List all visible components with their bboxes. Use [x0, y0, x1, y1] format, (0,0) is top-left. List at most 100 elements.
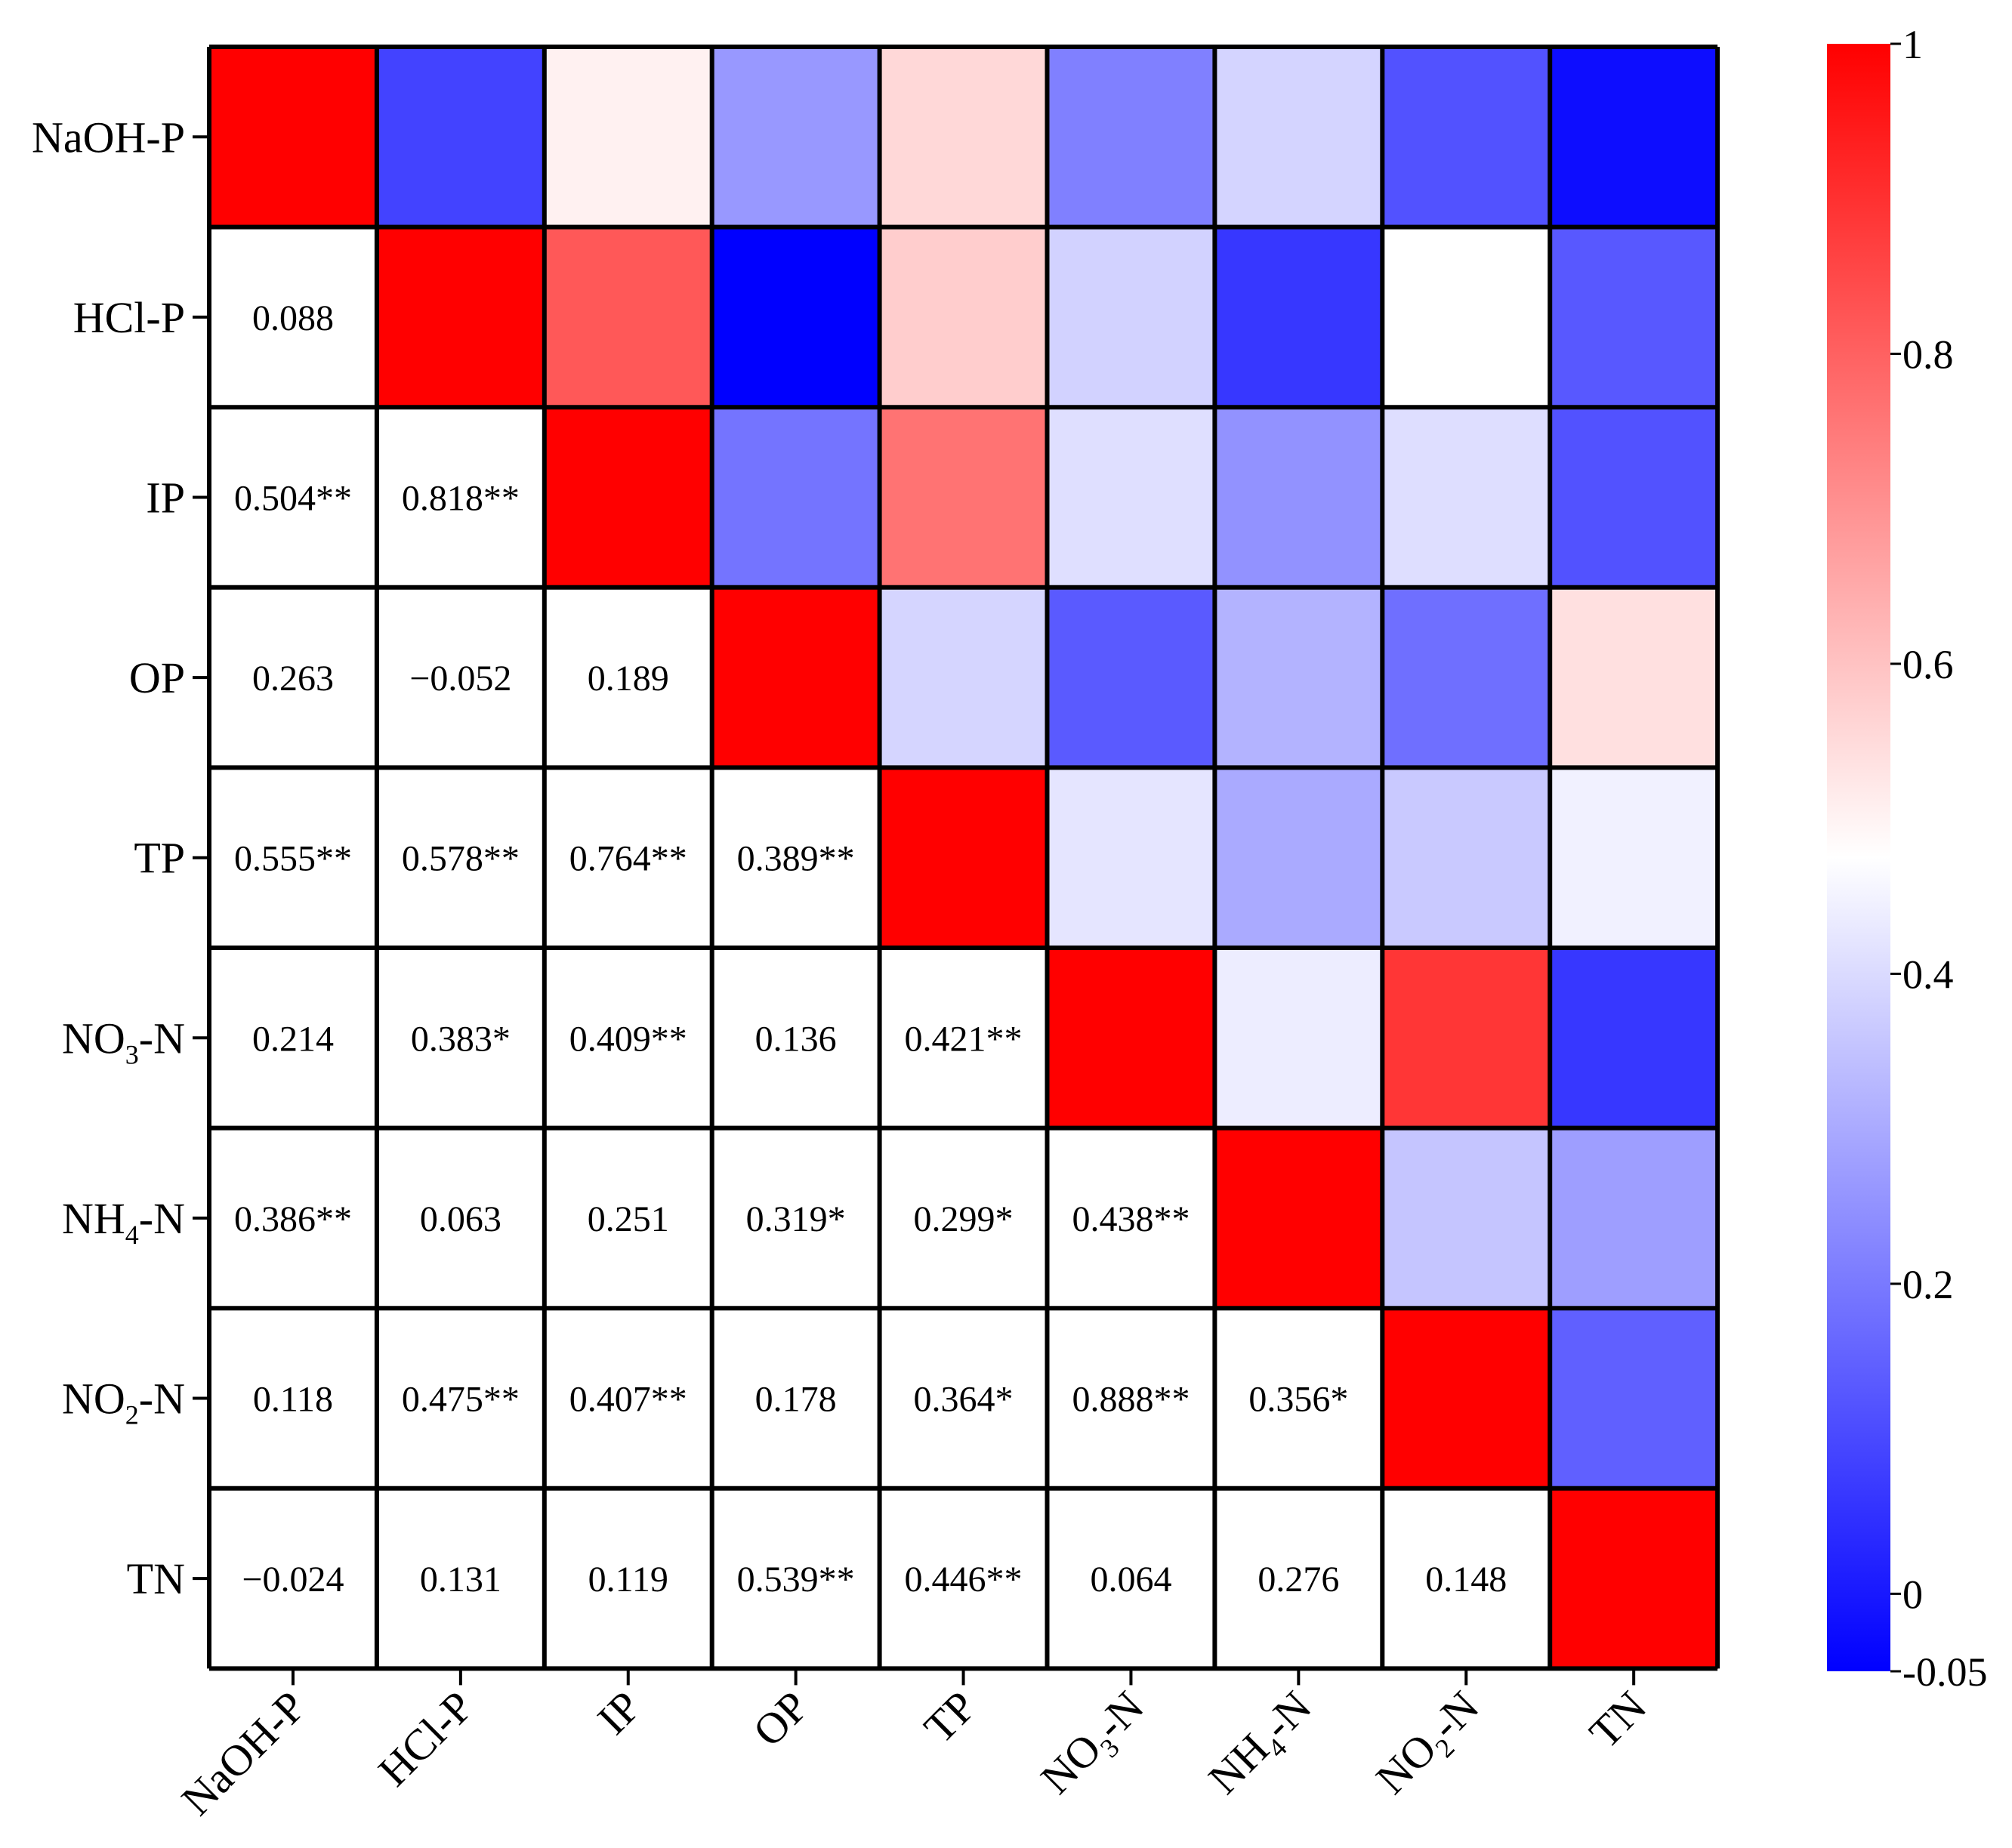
heatmap-cell-ip-op [711, 407, 881, 588]
colorbar-tick-label: 0.8 [1902, 332, 1954, 377]
axis-label-main: NO [1031, 1724, 1110, 1803]
y-axis-label-nh4-n: NH4-N [62, 1194, 185, 1250]
cell-value-label: −0.052 [409, 659, 511, 699]
heatmap-cell-no3-n-tp [879, 948, 1048, 1129]
heatmap-cell-op-naoh-p [209, 587, 378, 768]
y-axis-label-ip: IP [146, 474, 185, 523]
cell-value-label: 0.888** [1072, 1380, 1190, 1420]
axis-label-main: HCl-P [369, 1682, 483, 1796]
heatmap-cell-ip-no3-n [1047, 407, 1215, 588]
heatmap-cell-hcl-p-no2-n [1382, 227, 1551, 408]
heatmap-cell-nh4-n-tn [1550, 1128, 1718, 1309]
heatmap-cell-nh4-n-no3-n [1047, 1128, 1215, 1309]
cell-value-label: 0.421** [905, 1019, 1023, 1059]
axis-label-main: TP [134, 834, 185, 883]
heatmap-cell-no3-n-nh4-n [1214, 948, 1383, 1129]
y-axis-label-tn: TN [127, 1554, 185, 1603]
heatmap-cell-no3-n-no3-n [1047, 948, 1215, 1129]
cell-value-label: 0.299* [914, 1199, 1014, 1239]
heatmap-cell-tp-tn [1550, 767, 1718, 949]
axis-label-subscript: 3 [125, 1039, 139, 1069]
heatmap-cell-no2-n-op [711, 1308, 881, 1489]
cell-value-label: 0.446** [905, 1560, 1023, 1600]
cell-value-label: 0.063 [420, 1199, 501, 1239]
cell-value-label: 0.383* [411, 1019, 511, 1059]
x-axis: NaOH-P HCl-P IP OP TP NO3-N NH4-N NO2-N TN [172, 1668, 1656, 1825]
y-axis-label-naoh-p: NaOH-P [32, 113, 185, 162]
axis-label-suffix: -N [139, 1194, 185, 1243]
heatmap-cell-op-tn [1550, 587, 1718, 768]
x-axis-label-naoh-p: NaOH-P [172, 1682, 315, 1825]
heatmap-cell-no3-n-op [711, 948, 881, 1129]
heatmap-cell-hcl-p-nh4-n [1214, 227, 1383, 408]
heatmap-grid [207, 45, 1720, 1671]
colorbar-tick-label: -0.05 [1902, 1649, 1987, 1695]
heatmap-cell-hcl-p-naoh-p [209, 227, 378, 408]
cell-value-label: 0.578** [402, 839, 520, 879]
heatmap-cell-tn-no2-n [1382, 1488, 1551, 1669]
heatmap-cell-nh4-n-nh4-n [1214, 1128, 1383, 1309]
cell-value-label: −0.024 [242, 1560, 344, 1600]
axis-label-suffix: -N [1085, 1682, 1153, 1749]
heatmap-cell-nh4-n-tp [879, 1128, 1048, 1309]
cell-value-label: 0.475** [402, 1380, 520, 1420]
heatmap-cell-tn-nh4-n [1214, 1488, 1383, 1669]
heatmap-cell-naoh-p-hcl-p [376, 47, 545, 228]
heatmap-cells [209, 47, 1718, 1669]
heatmap-cell-op-hcl-p [376, 587, 545, 768]
heatmap-cell-tn-tp [879, 1488, 1048, 1669]
axis-label-main: OP [743, 1682, 817, 1756]
cell-value-label: 0.148 [1425, 1560, 1507, 1600]
axis-label-suffix: -N [1253, 1682, 1320, 1749]
cell-value-label: 0.407** [569, 1380, 687, 1420]
heatmap-cell-no3-n-naoh-p [209, 948, 378, 1129]
cell-labels: 0.088 0.504** 0.818** 0.263 −0.052 0.189 0.555… [234, 298, 1507, 1600]
heatmap-cell-no3-n-ip [544, 948, 713, 1129]
y-axis-label-hcl-p: HCl-P [73, 293, 185, 342]
heatmap-cell-no3-n-hcl-p [376, 948, 545, 1129]
heatmap-cell-tp-tp [879, 767, 1048, 949]
heatmap-cell-no2-n-no3-n [1047, 1308, 1215, 1489]
axis-label-main: NO [1366, 1724, 1446, 1803]
heatmap-cell-no2-n-tn [1550, 1308, 1718, 1489]
heatmap-cell-ip-hcl-p [376, 407, 545, 588]
heatmap-cell-no2-n-tp [879, 1308, 1048, 1489]
axis-label-main: IP [588, 1682, 650, 1744]
heatmap-cell-hcl-p-tp [879, 227, 1048, 408]
heatmap-cell-naoh-p-no3-n [1047, 47, 1215, 228]
heatmap-cell-hcl-p-tn [1550, 227, 1718, 408]
heatmap-cell-op-no3-n [1047, 587, 1215, 768]
heatmap-cell-no2-n-hcl-p [376, 1308, 545, 1489]
cell-value-label: 0.276 [1258, 1560, 1339, 1600]
cell-value-label: 0.386** [234, 1199, 352, 1239]
axis-label-main: TN [1580, 1682, 1656, 1758]
heatmap-cell-hcl-p-hcl-p [376, 227, 545, 408]
cell-value-label: 0.764** [569, 839, 687, 879]
heatmap-cell-tp-ip [544, 767, 713, 949]
heatmap-cell-op-no2-n [1382, 587, 1551, 768]
heatmap-cell-hcl-p-op [711, 227, 881, 408]
axis-label-main: NO [62, 1374, 125, 1424]
axis-label-main: TP [915, 1682, 986, 1753]
cell-value-label: 0.438** [1072, 1199, 1190, 1239]
heatmap-cell-tp-op [711, 767, 881, 949]
x-axis-label-no2-n: NO2-N [1366, 1682, 1493, 1809]
axis-label-main: HCl-P [73, 293, 185, 342]
axis-label-main: TN [127, 1554, 185, 1603]
axis-label-main: OP [129, 653, 185, 702]
cell-value-label: 0.504** [234, 479, 352, 519]
heatmap-cell-ip-tp [879, 407, 1048, 588]
cell-value-label: 0.131 [420, 1560, 501, 1600]
x-axis-label-hcl-p: HCl-P [369, 1682, 483, 1796]
heatmap-cell-naoh-p-no2-n [1382, 47, 1551, 228]
colorbar-tick-label: 0 [1902, 1572, 1923, 1617]
cell-value-label: 0.088 [252, 298, 334, 338]
heatmap-cell-naoh-p-nh4-n [1214, 47, 1383, 228]
cell-value-label: 0.178 [755, 1380, 837, 1420]
colorbar-tick-label: 1 [1902, 22, 1923, 67]
heatmap-cell-naoh-p-tp [879, 47, 1048, 228]
heatmap-cell-no2-n-nh4-n [1214, 1308, 1383, 1489]
heatmap-cell-nh4-n-naoh-p [209, 1128, 378, 1309]
cell-value-label: 0.119 [588, 1560, 668, 1600]
